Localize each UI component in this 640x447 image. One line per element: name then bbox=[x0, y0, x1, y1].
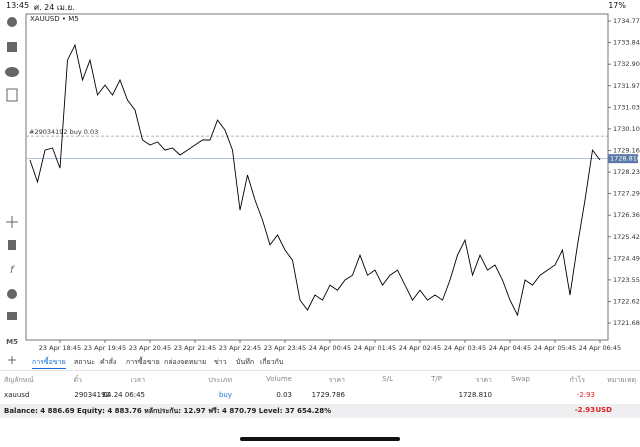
total-profit: -2.93 bbox=[574, 406, 595, 414]
y-tick-label: 1721.685 bbox=[613, 319, 640, 327]
add-button[interactable]: + bbox=[7, 353, 18, 367]
x-tick-label: 24 Apr 04:45 bbox=[489, 344, 531, 352]
x-tick-label: 24 Apr 05:45 bbox=[534, 344, 576, 352]
currency: USD bbox=[595, 406, 612, 414]
y-tick-label: 1730.100 bbox=[613, 125, 640, 133]
tab[interactable]: การซื้อขาย bbox=[32, 357, 66, 369]
icon-candles[interactable] bbox=[8, 240, 16, 250]
y-tick-label: 1728.230 bbox=[613, 168, 640, 176]
home-indicator bbox=[240, 437, 400, 441]
column-header: เวลา bbox=[130, 376, 145, 384]
column-header: T/P bbox=[431, 375, 442, 383]
icon-objects[interactable] bbox=[7, 289, 17, 299]
x-tick-label: 24 Apr 03:45 bbox=[444, 344, 486, 352]
plot-frame bbox=[25, 13, 609, 341]
left-toolbar: f bbox=[5, 17, 19, 320]
balance-bar bbox=[0, 404, 640, 418]
cell: 1728.810 bbox=[458, 391, 492, 399]
x-tick-label: 23 Apr 22:45 bbox=[219, 344, 261, 352]
chart-title: XAUUSD • M5 bbox=[30, 15, 79, 23]
balance-text: Balance: 4 886.69 Equity: 4 883.76 หลักป… bbox=[4, 407, 332, 415]
icon-account[interactable] bbox=[7, 17, 17, 27]
cell: 04.24 06:45 bbox=[102, 391, 145, 399]
y-tick-label: 1727.295 bbox=[613, 190, 640, 198]
column-header: Volume bbox=[265, 375, 292, 383]
tab[interactable]: ข่าว bbox=[214, 358, 227, 366]
divider bbox=[0, 370, 640, 371]
x-tick-label: 23 Apr 18:45 bbox=[39, 344, 81, 352]
x-tick-label: 23 Apr 23:45 bbox=[264, 344, 306, 352]
icon-chat[interactable] bbox=[5, 67, 19, 77]
y-tick-label: 1729.165 bbox=[613, 146, 640, 154]
y-tick-label: 1724.490 bbox=[613, 254, 640, 262]
x-tick-label: 24 Apr 02:45 bbox=[399, 344, 441, 352]
column-header: Swap bbox=[511, 375, 530, 383]
y-tick-label: 1731.970 bbox=[613, 82, 640, 90]
order-label: #29034192 buy 0.03 bbox=[29, 128, 98, 136]
column-header: สัญลักษณ์ bbox=[4, 376, 34, 384]
battery: 17% bbox=[608, 1, 626, 10]
column-header: ราคา bbox=[328, 376, 345, 384]
cell: xauusd bbox=[4, 391, 30, 399]
cell: 29034192 bbox=[74, 391, 110, 399]
column-header: ราคา bbox=[475, 376, 492, 384]
tab[interactable]: เกี่ยวกับ bbox=[260, 358, 284, 366]
x-tick-label: 24 Apr 06:45 bbox=[579, 344, 621, 352]
y-tick-label: 1726.360 bbox=[613, 211, 640, 219]
column-header: หมายเหตุ bbox=[607, 376, 636, 384]
tab[interactable]: บันทึก bbox=[236, 358, 255, 366]
y-tick-label: 1725.425 bbox=[613, 233, 640, 241]
x-tick-label: 24 Apr 00:45 bbox=[309, 344, 351, 352]
x-tick-label: 23 Apr 20:45 bbox=[129, 344, 171, 352]
tab[interactable]: คำสั่ง bbox=[100, 358, 117, 366]
price-series bbox=[29, 43, 601, 317]
x-tick-label: 23 Apr 19:45 bbox=[84, 344, 126, 352]
price-tag bbox=[608, 154, 638, 164]
y-tick-label: 1723.555 bbox=[613, 276, 640, 284]
column-header: ประเภท bbox=[208, 376, 232, 384]
tab[interactable]: กล่องจดหมาย bbox=[164, 358, 207, 366]
icon-new[interactable] bbox=[6, 88, 18, 102]
y-tick-label: 1733.840 bbox=[613, 39, 640, 47]
tab[interactable]: การซื้อขาย bbox=[126, 358, 160, 366]
clock: 13:45 bbox=[6, 1, 30, 10]
cell: -2.93 bbox=[576, 391, 595, 399]
x-tick-label: 23 Apr 21:45 bbox=[174, 344, 216, 352]
cell: 1729.786 bbox=[311, 391, 345, 399]
icon-crosshair[interactable] bbox=[6, 216, 18, 228]
x-tick-label: 24 Apr 01:45 bbox=[354, 344, 396, 352]
timeframe-button[interactable]: M5 bbox=[6, 338, 18, 346]
column-header: กำไร bbox=[569, 376, 585, 384]
date: ศ. 24 เม.ย. bbox=[34, 3, 75, 12]
y-tick-label: 1731.035 bbox=[613, 103, 640, 111]
y-tick-label: 1734.775 bbox=[613, 17, 640, 25]
column-header: ตั๋ว bbox=[73, 376, 82, 384]
y-tick-label: 1732.905 bbox=[613, 60, 640, 68]
price-label: 1728.810 bbox=[610, 155, 640, 163]
tab[interactable]: สถานะ bbox=[74, 358, 95, 366]
icon-indicator[interactable]: f bbox=[10, 265, 15, 276]
y-tick-label: 1722.620 bbox=[613, 297, 640, 305]
cell: buy bbox=[218, 391, 232, 399]
icon-trade[interactable] bbox=[7, 42, 17, 52]
column-header: S/L bbox=[382, 375, 393, 383]
chart: XAUUSD • M5 f M5 1734.775 1733.840 1732.90… bbox=[5, 13, 640, 352]
cell: 0.03 bbox=[276, 391, 292, 399]
icon-layout[interactable] bbox=[7, 312, 17, 320]
